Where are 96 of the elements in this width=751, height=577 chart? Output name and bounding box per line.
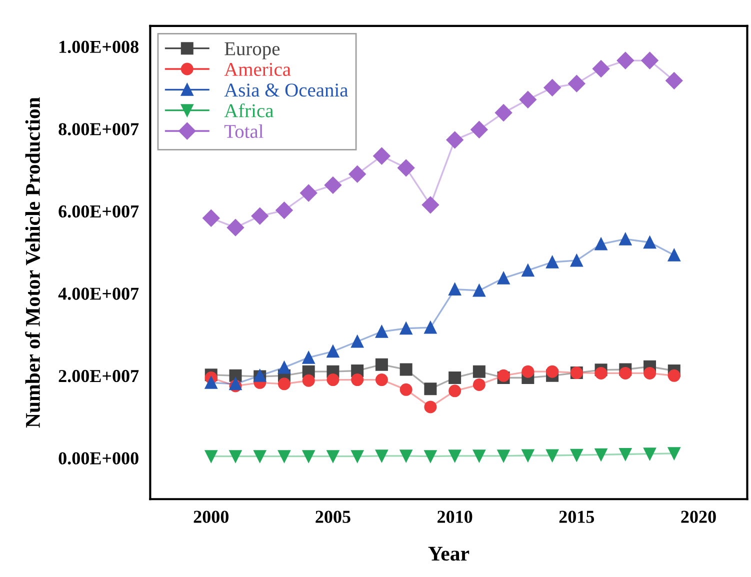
point bbox=[422, 196, 439, 214]
point bbox=[204, 450, 218, 463]
x-tick-label: 2010 bbox=[438, 510, 472, 523]
point bbox=[400, 383, 412, 396]
point bbox=[302, 450, 315, 463]
point bbox=[668, 248, 680, 262]
point bbox=[619, 366, 632, 380]
x-tick-label: 2015 bbox=[559, 510, 594, 523]
point bbox=[448, 384, 462, 398]
point bbox=[326, 450, 340, 463]
point bbox=[375, 358, 388, 371]
point bbox=[448, 371, 462, 384]
y-tick-label: 4.00E+007 bbox=[58, 288, 139, 300]
y-tick-label: 0.00E+000 bbox=[58, 452, 138, 464]
point bbox=[519, 91, 536, 108]
point bbox=[351, 374, 364, 386]
y-tick-label: 1.00E+008 bbox=[60, 40, 138, 54]
point bbox=[570, 254, 583, 267]
point bbox=[448, 450, 462, 462]
point bbox=[594, 238, 608, 250]
y-axis-title: Number of Motor Vehicle Production bbox=[25, 97, 40, 428]
point bbox=[592, 60, 610, 78]
legend-label: Asia & Oceania bbox=[224, 84, 348, 97]
point bbox=[373, 147, 390, 165]
point bbox=[398, 159, 415, 176]
point bbox=[666, 72, 683, 90]
point bbox=[351, 335, 364, 348]
point bbox=[668, 447, 680, 460]
x-tick-label: 2005 bbox=[316, 510, 350, 523]
point bbox=[254, 450, 266, 463]
point bbox=[351, 450, 364, 463]
point bbox=[497, 272, 510, 284]
point bbox=[472, 450, 486, 462]
point bbox=[644, 448, 656, 460]
point bbox=[375, 325, 388, 338]
point bbox=[348, 166, 366, 183]
point bbox=[497, 450, 510, 462]
point bbox=[594, 448, 608, 461]
point bbox=[594, 366, 608, 380]
point bbox=[278, 378, 290, 390]
point bbox=[302, 351, 315, 364]
point bbox=[229, 450, 242, 463]
point bbox=[668, 369, 680, 382]
point bbox=[619, 448, 632, 461]
y-tick-label: 8.00E+007 bbox=[58, 123, 139, 136]
point bbox=[276, 202, 293, 219]
point bbox=[375, 450, 388, 462]
point bbox=[546, 365, 559, 378]
x-tick-label: 2020 bbox=[681, 510, 716, 523]
point bbox=[300, 184, 318, 202]
point bbox=[472, 284, 486, 297]
point bbox=[424, 450, 437, 463]
point bbox=[619, 232, 632, 246]
point bbox=[400, 363, 412, 376]
point bbox=[446, 131, 464, 148]
y-tick-label: 2.00E+007 bbox=[58, 370, 139, 382]
point bbox=[324, 176, 342, 194]
point bbox=[546, 449, 559, 462]
point bbox=[544, 79, 561, 96]
point bbox=[472, 378, 486, 391]
point bbox=[226, 219, 244, 236]
legend-label: Europe bbox=[224, 42, 280, 60]
point bbox=[202, 210, 220, 227]
point bbox=[495, 104, 512, 122]
point bbox=[424, 321, 437, 334]
point bbox=[522, 264, 534, 277]
point bbox=[470, 121, 488, 138]
point bbox=[472, 365, 486, 378]
point bbox=[400, 322, 412, 335]
point bbox=[326, 374, 340, 386]
point bbox=[570, 448, 583, 462]
point bbox=[424, 382, 437, 396]
point bbox=[251, 207, 268, 225]
point bbox=[522, 365, 534, 378]
point bbox=[278, 450, 290, 463]
point bbox=[278, 361, 290, 374]
point bbox=[641, 52, 658, 70]
point bbox=[326, 345, 340, 358]
legend-label: Total bbox=[224, 124, 264, 138]
x-tick-label: 2000 bbox=[194, 510, 228, 523]
point bbox=[522, 449, 534, 462]
point bbox=[616, 52, 634, 70]
point bbox=[400, 450, 412, 462]
point bbox=[424, 400, 437, 414]
point bbox=[644, 236, 656, 249]
point bbox=[204, 376, 218, 389]
x-axis-title: Year bbox=[428, 546, 470, 561]
y-tick-label: 6.00E+007 bbox=[58, 205, 139, 218]
legend-label: Africa bbox=[224, 103, 274, 118]
point bbox=[375, 374, 388, 386]
point bbox=[302, 374, 315, 387]
point bbox=[644, 366, 656, 380]
legend-label: America bbox=[224, 62, 291, 76]
point bbox=[546, 256, 559, 268]
point bbox=[448, 283, 462, 296]
point bbox=[568, 75, 586, 92]
